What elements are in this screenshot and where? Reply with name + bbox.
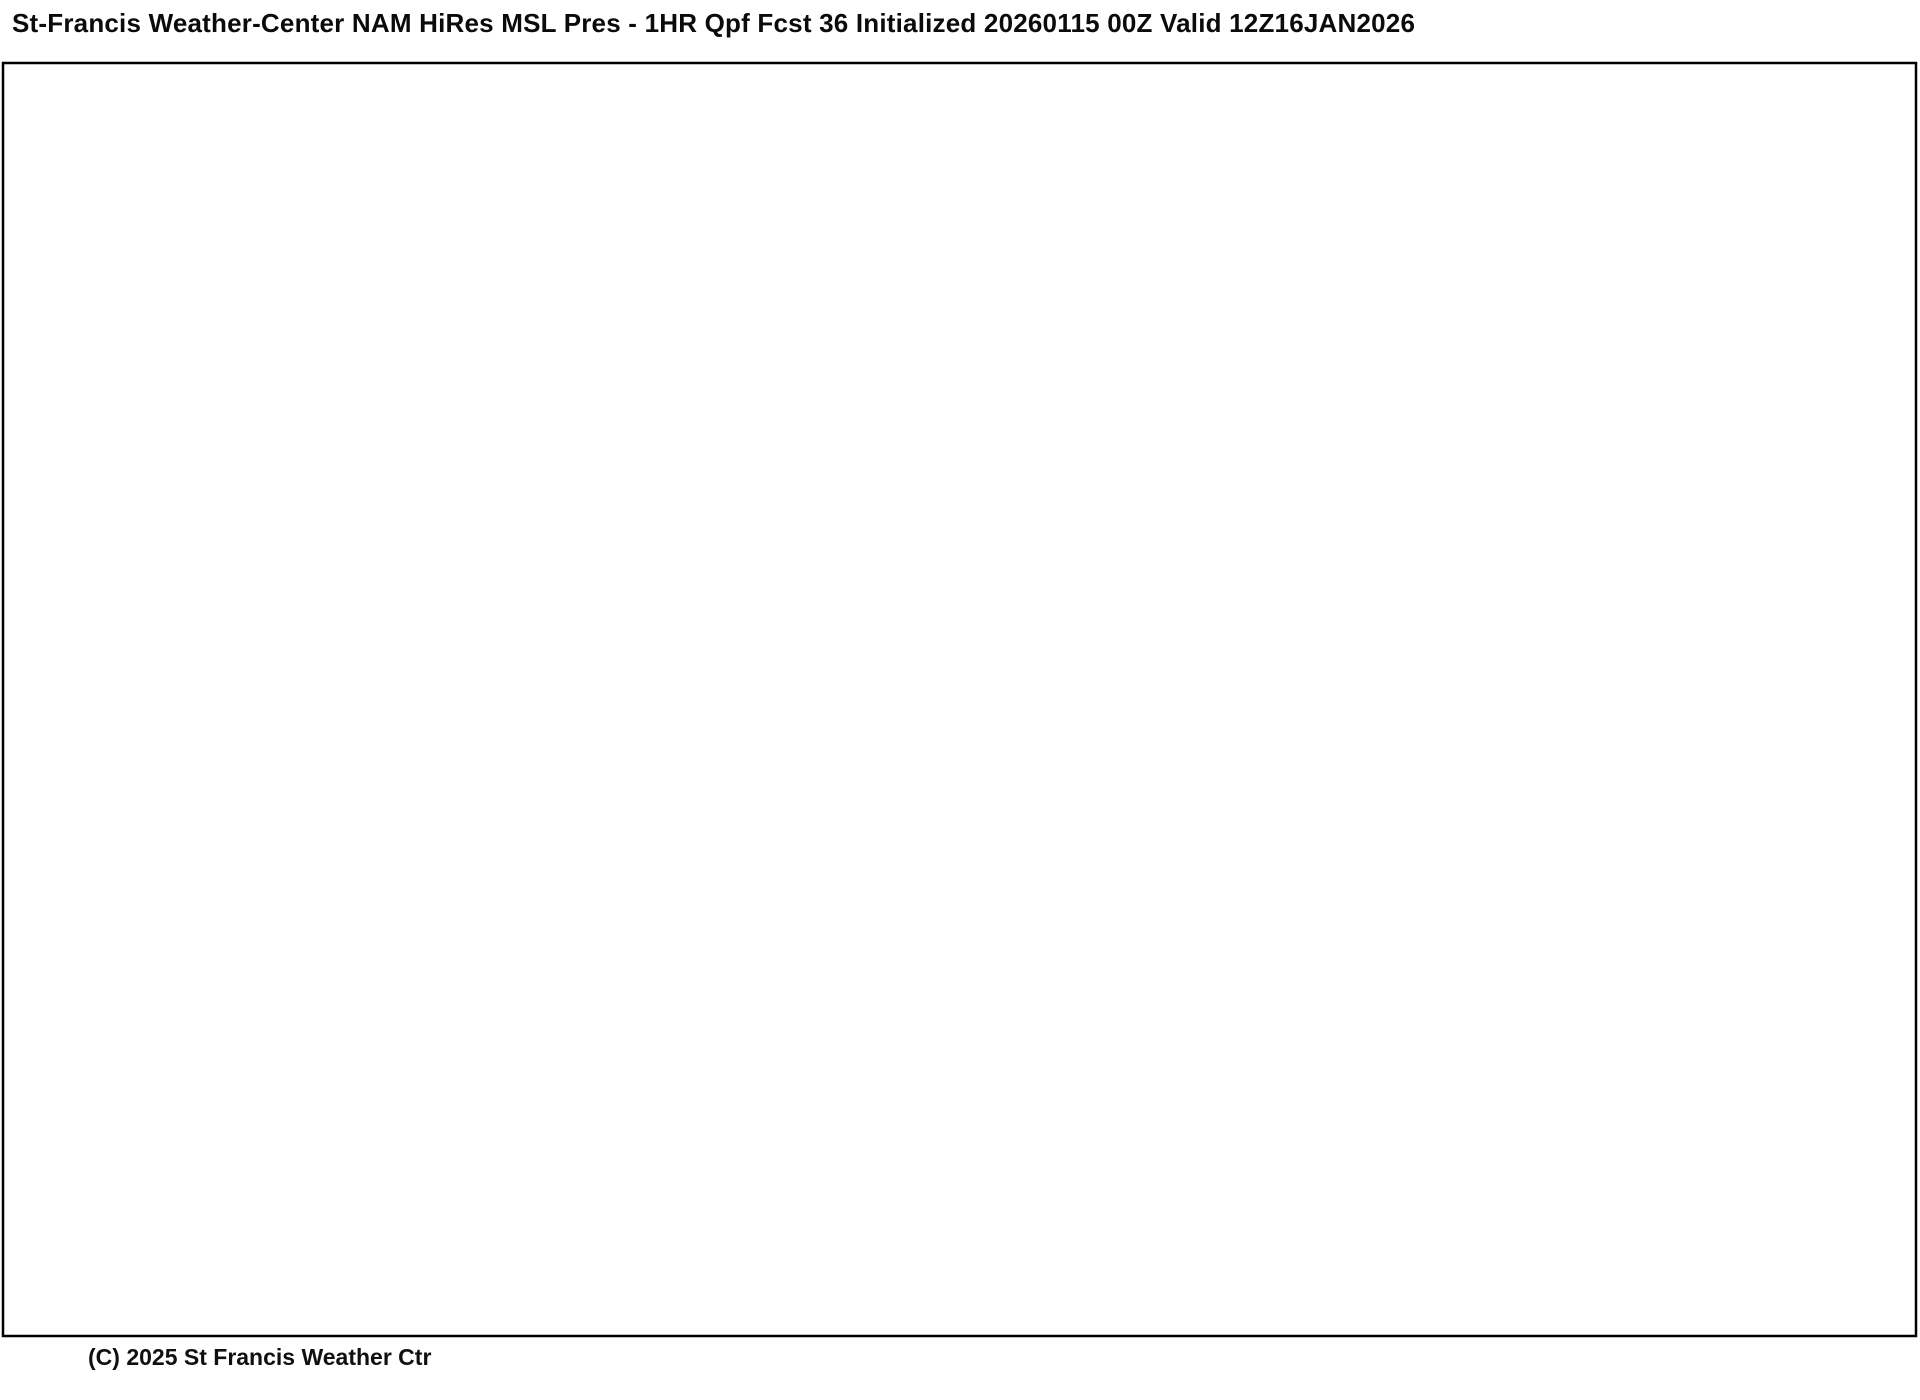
map-frame-border [1,61,1918,1338]
map-title: St-Francis Weather-Center NAM HiRes MSL … [12,8,1416,38]
qpf-colorbar [35,1379,1891,1400]
copyright-text: (C) 2025 St Francis Weather Ctr [88,1344,432,1370]
